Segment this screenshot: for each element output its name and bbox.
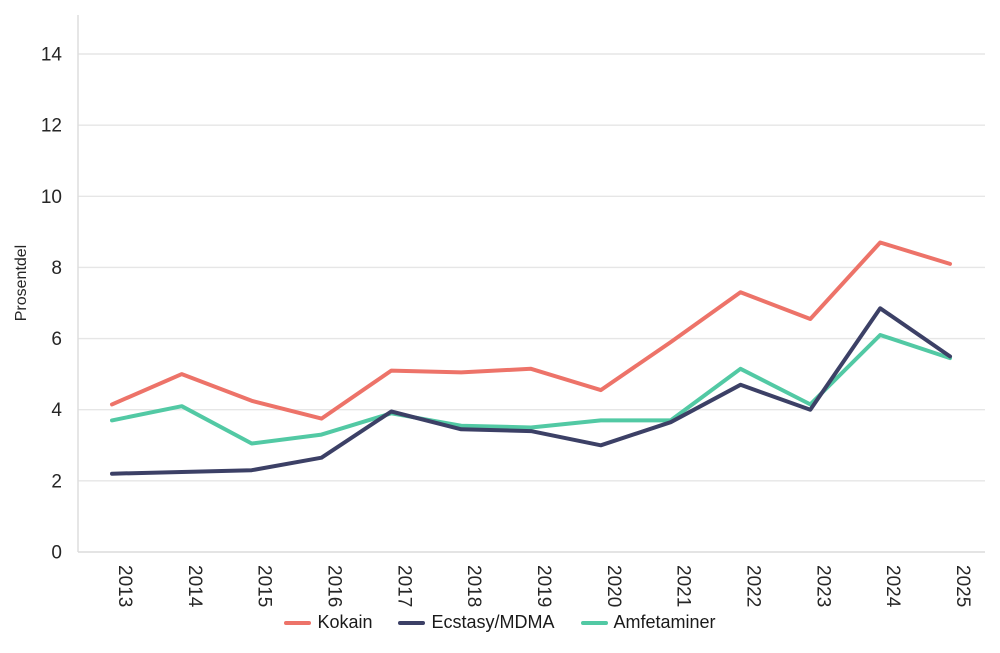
y-tick-label-2: 2: [51, 471, 62, 492]
chart-line-kokain: [110, 240, 952, 421]
amfetaminer-line-swatch: [580, 620, 608, 626]
y-tick-label-8: 8: [51, 258, 62, 279]
legend-item-amfetaminer: Amfetaminer: [580, 612, 716, 633]
x-tick-label-2015: 2015: [254, 565, 275, 607]
y-tick-label-12: 12: [41, 116, 62, 137]
x-tick-label-2019: 2019: [533, 565, 554, 607]
y-tick-label-0: 0: [51, 543, 62, 564]
legend-label-amfetaminer: Amfetaminer: [613, 612, 716, 632]
x-tick-label-2021: 2021: [673, 565, 694, 607]
y-tick-label-4: 4: [51, 400, 62, 421]
x-tick-label-2014: 2014: [184, 565, 205, 608]
y-tick-label-6: 6: [51, 329, 62, 350]
chart-line-amfetaminer: [110, 333, 952, 446]
x-tick-label-2022: 2022: [743, 565, 764, 607]
chart-legend: Kokain Ecstasy/MDMA Amfetaminer: [0, 612, 1000, 633]
x-tick-label-2018: 2018: [463, 565, 484, 607]
legend-label-ecstasy-mdma: Ecstasy/MDMA: [431, 612, 555, 632]
x-tick-label-2017: 2017: [393, 565, 414, 607]
ecstasy-mdma-line-swatch: [398, 620, 426, 626]
kokain-line-swatch: [284, 620, 312, 626]
x-tick-label-2024: 2024: [882, 565, 903, 608]
y-axis-title: Prosentdel: [13, 245, 30, 322]
x-tick-label-2020: 2020: [603, 565, 624, 607]
y-tick-label-10: 10: [41, 187, 62, 208]
y-tick-label-14: 14: [41, 45, 63, 66]
chart-line-ecstasy-mdma: [110, 306, 952, 476]
legend-item-ecstasy-mdma: Ecstasy/MDMA: [398, 612, 555, 633]
x-tick-label-2023: 2023: [812, 565, 833, 607]
x-tick-label-2016: 2016: [324, 565, 345, 607]
legend-item-kokain: Kokain: [284, 612, 373, 633]
x-tick-label-2025: 2025: [952, 565, 973, 607]
legend-label-kokain: Kokain: [317, 612, 373, 632]
x-tick-label-2013: 2013: [114, 565, 135, 607]
